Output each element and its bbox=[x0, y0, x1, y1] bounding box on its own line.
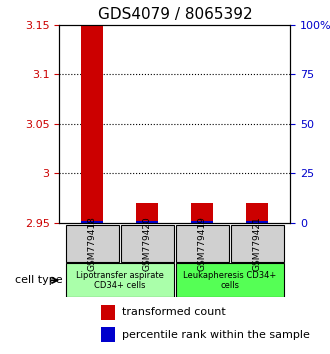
FancyBboxPatch shape bbox=[176, 263, 284, 297]
Bar bbox=[136, 221, 158, 223]
Bar bbox=[101, 305, 115, 320]
FancyBboxPatch shape bbox=[176, 224, 229, 262]
Title: GDS4079 / 8065392: GDS4079 / 8065392 bbox=[98, 7, 252, 22]
Bar bbox=[191, 221, 214, 223]
Text: percentile rank within the sample: percentile rank within the sample bbox=[122, 330, 310, 339]
FancyBboxPatch shape bbox=[231, 224, 284, 262]
Text: Lipotransfer aspirate
CD34+ cells: Lipotransfer aspirate CD34+ cells bbox=[76, 270, 164, 290]
Text: GSM779418: GSM779418 bbox=[88, 216, 97, 270]
Text: Leukapheresis CD34+
cells: Leukapheresis CD34+ cells bbox=[183, 270, 277, 290]
Bar bbox=[101, 327, 115, 342]
Bar bbox=[247, 203, 268, 223]
Text: GSM779420: GSM779420 bbox=[143, 216, 152, 270]
Text: cell type: cell type bbox=[15, 275, 62, 285]
Text: GSM779421: GSM779421 bbox=[253, 216, 262, 270]
Text: GSM779419: GSM779419 bbox=[198, 216, 207, 270]
Bar bbox=[136, 203, 158, 223]
Text: transformed count: transformed count bbox=[122, 307, 225, 317]
Bar bbox=[247, 221, 268, 223]
Bar bbox=[82, 221, 103, 223]
Bar bbox=[191, 203, 214, 223]
FancyBboxPatch shape bbox=[66, 224, 119, 262]
FancyBboxPatch shape bbox=[66, 263, 174, 297]
FancyBboxPatch shape bbox=[121, 224, 174, 262]
Bar bbox=[82, 25, 103, 223]
